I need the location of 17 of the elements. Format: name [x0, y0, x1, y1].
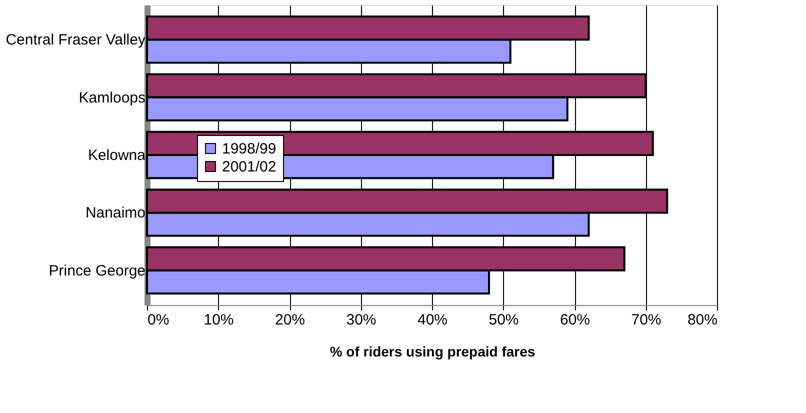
y-tick-label: Prince George [48, 262, 146, 280]
y-tick-label: Kelowna [88, 147, 146, 164]
x-tick-label: 30% [346, 312, 376, 328]
x-tick-label: 50% [488, 312, 519, 328]
x-tick-label: 10% [204, 312, 234, 328]
x-tick-label: 40% [417, 312, 448, 328]
x-tick-label: 80% [687, 312, 718, 328]
y-tick-label: Kamloops [78, 89, 146, 106]
x-tick-label: 0% [148, 312, 170, 328]
x-axis-title: % of riders using prepaid fares [330, 344, 536, 360]
x-tick-label: 70% [631, 312, 662, 328]
y-tick-label: Nanaimo [85, 204, 146, 222]
y-tick-label: Central Fraser Valley [6, 32, 146, 49]
legend-label: 2001/02 [222, 158, 276, 176]
legend-label: 1998/99 [222, 140, 276, 158]
x-tick-label: 60% [560, 312, 590, 328]
x-tick-label: 20% [274, 312, 306, 328]
